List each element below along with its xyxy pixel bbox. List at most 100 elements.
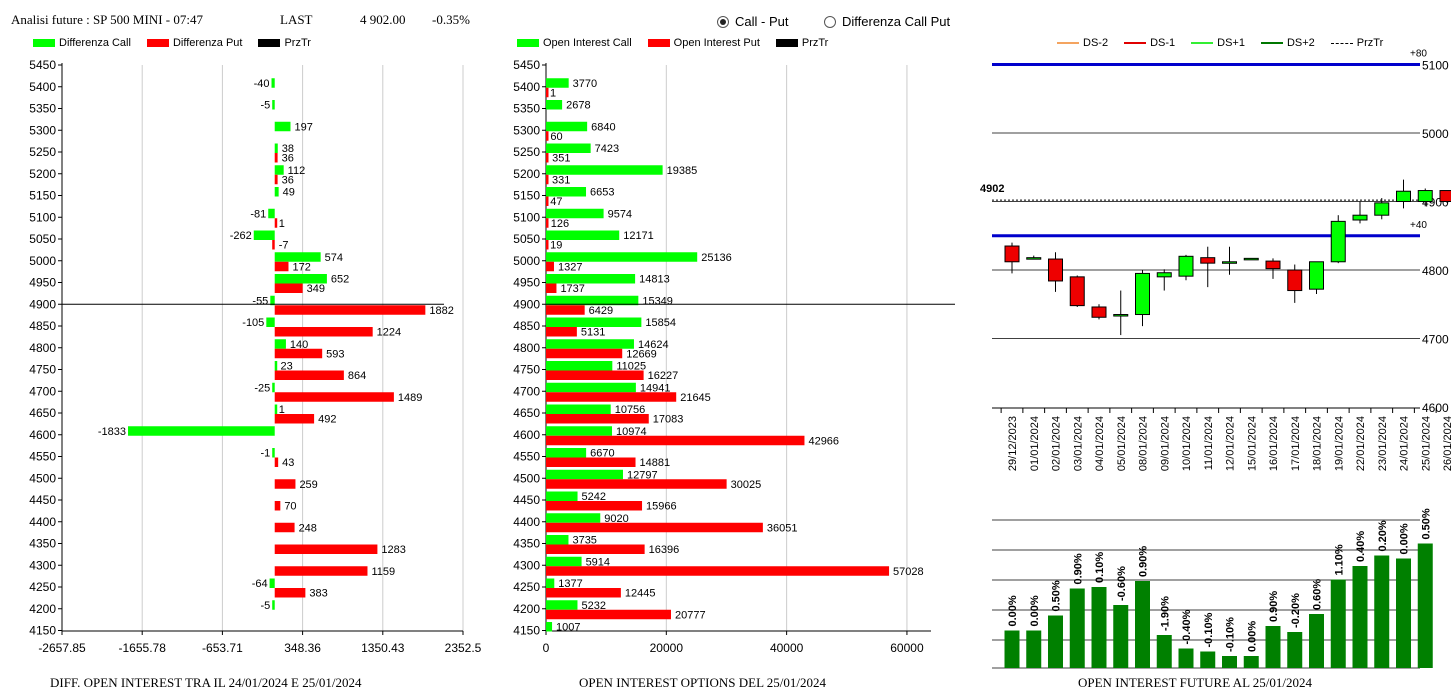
panel3-date-label: 11/01/2024 <box>1203 416 1215 470</box>
panel4-pct-label: -0.40% <box>1181 609 1193 644</box>
panel2-put-value-label: 1 <box>550 87 556 99</box>
panel4-pct-label: 0.60% <box>1312 579 1324 610</box>
panel2-put-value-label: 16227 <box>648 370 679 382</box>
panel2-call-bar <box>546 165 663 175</box>
panel2-call-value-label: 9574 <box>608 208 632 220</box>
panel3-date-label: 26/01/2024 <box>1442 416 1451 471</box>
panel1-call-bar <box>272 100 275 110</box>
panel1-call-bar <box>274 339 286 349</box>
panel2-put-bar <box>546 588 621 598</box>
panel4-pct-label: 0.90% <box>1138 546 1150 577</box>
panel2-call-value-label: 7423 <box>595 143 619 155</box>
legend-item-call: Differenza Call <box>33 37 131 49</box>
panel2-strike-label: 5100 <box>513 210 540 224</box>
panel1-call-bar <box>274 143 278 153</box>
panel2-strike-label: 5300 <box>513 123 540 137</box>
last-value: 4 902.00 <box>360 12 406 27</box>
legend-label: DS-1 <box>1150 37 1176 49</box>
panel2-call-value-label: 6840 <box>591 121 615 133</box>
panel2-call-bar <box>546 100 563 110</box>
panel2-x-tick-label: 40000 <box>770 641 804 655</box>
legend-item-ds+2: DS+2 <box>1260 37 1315 49</box>
legend-item-ds-2: DS-2 <box>1057 37 1108 49</box>
legend-swatch <box>33 39 55 47</box>
panel3-candle-body <box>1069 276 1085 307</box>
panel2-call-bar <box>546 448 587 458</box>
panel4-oi-bar <box>1113 605 1129 668</box>
panel1-call-bar <box>128 426 275 436</box>
panel4-oi-bar <box>1396 558 1411 668</box>
panel2-put-value-label: 1327 <box>558 261 582 273</box>
panel1-call-bar <box>272 382 275 393</box>
panel4-oi-bar <box>1048 615 1063 668</box>
panel2-put-bar <box>546 370 644 380</box>
panel1-strike-label: 5100 <box>29 210 56 224</box>
legend-item-put: Differenza Put <box>146 37 242 49</box>
panel1-strike-label: 4150 <box>29 624 56 638</box>
legend-line <box>1260 42 1283 44</box>
panel2-put-bar <box>546 218 549 228</box>
panel1-strike-label: 4350 <box>29 537 56 551</box>
panel2-strike-label: 5050 <box>513 232 540 246</box>
panel1-strike-label: 5000 <box>29 254 56 268</box>
panel1-strike-label: 4400 <box>29 515 56 529</box>
panel2-put-value-label: 21645 <box>680 392 711 404</box>
panel2-put-bar <box>546 544 645 554</box>
legend-label: Open Interest Put <box>673 37 760 49</box>
panel1-put-bar <box>274 348 323 359</box>
panel2-strike-label: 4250 <box>513 580 540 594</box>
panel2-strike-label: 4800 <box>513 341 540 355</box>
panel2-put-bar <box>546 392 677 402</box>
panel3-candle-body <box>1135 272 1150 316</box>
legend-line <box>1124 42 1147 44</box>
legend-panel3: DS-2 DS-1 DS+1 DS+2 PrzTr <box>1057 37 1383 49</box>
panel1-put-value-label: 1489 <box>398 392 422 404</box>
panel2-strike-label: 4350 <box>513 537 540 551</box>
panel2-call-bar <box>546 252 698 262</box>
panel1-call-value-label: -105 <box>242 317 264 329</box>
panel4-oi-bar <box>1417 543 1433 668</box>
panel2-call-value-label: 14624 <box>638 339 669 351</box>
legend-label: PrzTr <box>284 37 311 49</box>
legend-panel1: Differenza Call Differenza Put PrzTr <box>33 37 311 49</box>
panel1-put-value-label: 172 <box>292 261 310 273</box>
panel1-put-value-label: 864 <box>348 370 366 382</box>
panel2-strike-label: 4550 <box>513 450 540 464</box>
panel4-oi-bar <box>1026 630 1042 668</box>
panel1-call-bar <box>253 230 275 240</box>
panel2-strike-label: 4450 <box>513 493 540 507</box>
panel3-candle-body <box>1091 306 1107 318</box>
panel2-put-value-label: 17083 <box>653 414 684 426</box>
legend-swatch <box>647 39 670 47</box>
panel1-call-value-label: -55 <box>252 295 268 307</box>
panel2-put-value-label: 15966 <box>646 501 677 513</box>
panel1-x-tick-label: 1350.43 <box>361 641 405 655</box>
panel1-strike-label: 4600 <box>29 428 56 442</box>
legend-label: Differenza Call <box>59 37 131 49</box>
radio-dot-selected[interactable] <box>717 15 729 28</box>
panel3-candle-body <box>1222 261 1237 264</box>
legend-swatch <box>258 39 281 47</box>
panel1-strike-label: 4300 <box>29 558 56 572</box>
panel2-put-bar <box>546 522 763 533</box>
panel2-strike-label: 4500 <box>513 471 540 485</box>
panel3-date-label: 22/01/2024 <box>1355 416 1367 471</box>
panel1-call-value-label: 574 <box>325 252 343 264</box>
panel3-candle-body <box>1243 257 1259 261</box>
panel2-strike-label: 4850 <box>513 319 540 333</box>
radio-differenza-call-put[interactable]: Differenza Call Put <box>824 14 950 29</box>
radio-dot[interactable] <box>824 15 836 28</box>
legend-swatch <box>146 39 169 47</box>
panel1-strike-label: 5050 <box>29 232 56 246</box>
radio-call-put[interactable]: Call - Put <box>717 14 788 29</box>
panel1-call-bar <box>266 317 275 327</box>
panel1-x-tick-label: -2657.85 <box>38 641 86 655</box>
panel4-pct-label: 0.90% <box>1268 591 1280 622</box>
panel2-put-bar <box>546 609 671 620</box>
panel2-put-value-label: 47 <box>550 196 562 208</box>
panel3-candle-body <box>1200 257 1216 264</box>
panel4-oi-bar <box>1091 587 1107 668</box>
panel2-put-bar <box>546 435 805 446</box>
legend-item-ds-1: DS-1 <box>1124 37 1175 49</box>
panel2-strike-label: 4700 <box>513 384 540 398</box>
